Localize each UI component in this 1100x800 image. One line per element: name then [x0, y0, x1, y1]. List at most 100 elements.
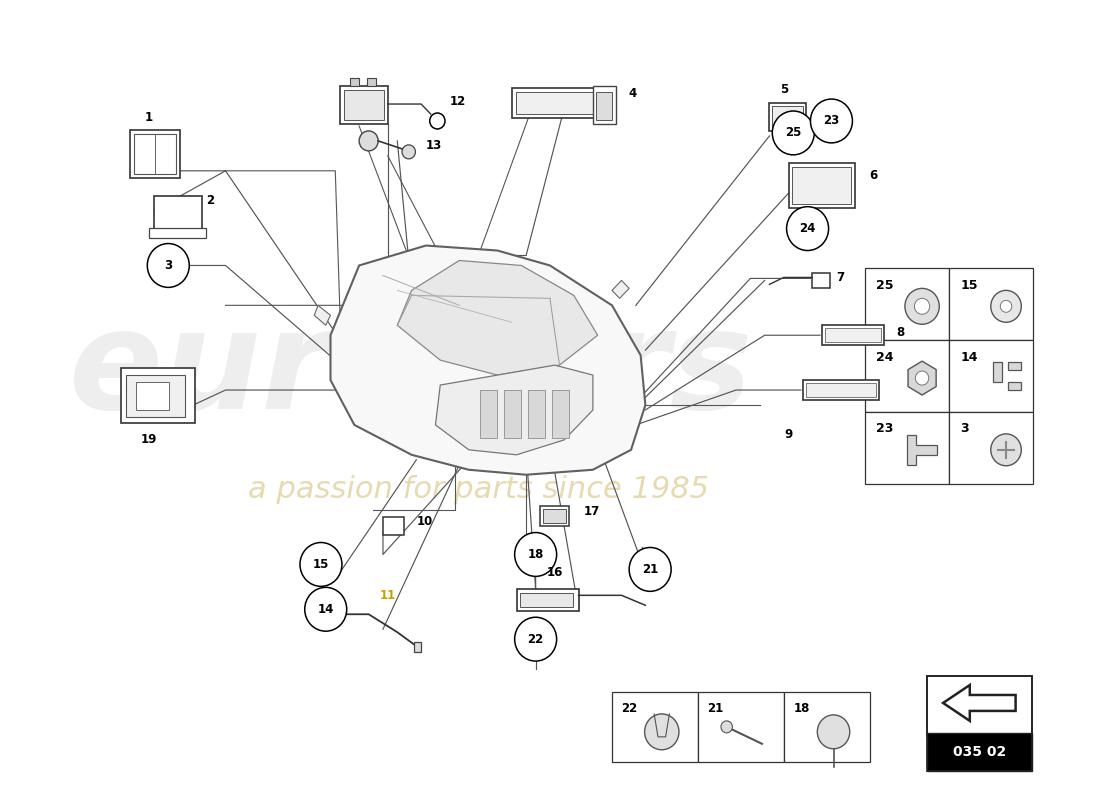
Bar — [825, 328, 881, 342]
Bar — [135, 382, 169, 410]
Bar — [803, 380, 879, 400]
Text: 5: 5 — [780, 83, 788, 96]
Text: 24: 24 — [877, 350, 894, 364]
Text: 18: 18 — [793, 702, 810, 715]
Bar — [414, 642, 421, 652]
Text: 6: 6 — [870, 170, 878, 182]
Circle shape — [300, 542, 342, 586]
Bar — [949, 412, 1033, 484]
Text: 035 02: 035 02 — [953, 745, 1007, 758]
Text: 22: 22 — [528, 633, 543, 646]
Text: 1: 1 — [145, 111, 153, 124]
Bar — [992, 362, 1002, 382]
Bar — [612, 692, 697, 762]
Circle shape — [811, 99, 852, 143]
Circle shape — [629, 547, 671, 591]
Circle shape — [359, 131, 378, 151]
Polygon shape — [481, 390, 497, 438]
Circle shape — [914, 298, 929, 314]
Text: a passion for parts since 1985: a passion for parts since 1985 — [248, 475, 708, 504]
Polygon shape — [612, 281, 629, 298]
Circle shape — [772, 111, 814, 155]
Bar — [517, 590, 579, 611]
Bar — [134, 134, 176, 174]
Bar — [865, 269, 949, 340]
Bar — [927, 676, 1032, 736]
Polygon shape — [504, 390, 521, 438]
Bar — [789, 163, 856, 208]
Circle shape — [515, 618, 557, 661]
Bar — [593, 86, 616, 124]
Bar — [520, 594, 573, 607]
Text: 10: 10 — [417, 515, 432, 528]
Text: 25: 25 — [785, 126, 802, 139]
Circle shape — [720, 721, 733, 733]
Bar — [126, 375, 186, 417]
Bar — [512, 88, 612, 118]
Text: 2: 2 — [207, 194, 215, 207]
Polygon shape — [552, 390, 569, 438]
Text: 7: 7 — [836, 271, 845, 284]
Text: 21: 21 — [642, 563, 658, 576]
Bar — [949, 269, 1033, 340]
Circle shape — [905, 288, 939, 324]
Circle shape — [147, 243, 189, 287]
Polygon shape — [436, 365, 593, 455]
Text: 13: 13 — [426, 139, 442, 152]
Text: 15: 15 — [960, 279, 978, 292]
Polygon shape — [906, 435, 937, 465]
Text: 16: 16 — [547, 566, 563, 579]
Bar — [769, 103, 805, 131]
Bar — [927, 733, 1032, 770]
Bar — [697, 692, 783, 762]
Circle shape — [645, 714, 679, 750]
Text: 14: 14 — [960, 350, 978, 364]
Bar — [865, 412, 949, 484]
Polygon shape — [330, 246, 646, 474]
Bar — [130, 130, 179, 178]
Bar — [822, 326, 884, 345]
Bar — [350, 78, 359, 86]
Bar — [1008, 382, 1021, 390]
Text: 15: 15 — [312, 558, 329, 571]
Bar — [813, 274, 829, 288]
Text: 17: 17 — [583, 505, 600, 518]
Bar — [949, 340, 1033, 412]
Circle shape — [403, 145, 416, 159]
Bar — [596, 92, 612, 120]
Bar — [383, 517, 404, 534]
Circle shape — [305, 587, 346, 631]
Bar — [516, 92, 608, 114]
Circle shape — [991, 434, 1021, 466]
Text: 14: 14 — [318, 602, 334, 616]
Text: 23: 23 — [877, 422, 893, 435]
Circle shape — [817, 715, 850, 749]
Text: 4: 4 — [628, 86, 637, 99]
Bar — [154, 196, 201, 230]
Text: 19: 19 — [141, 433, 157, 446]
Circle shape — [515, 533, 557, 576]
Polygon shape — [528, 390, 546, 438]
Polygon shape — [908, 361, 936, 395]
Polygon shape — [315, 306, 330, 326]
Text: 12: 12 — [450, 94, 466, 107]
Polygon shape — [943, 685, 1015, 721]
Text: 8: 8 — [896, 326, 904, 338]
Bar — [805, 383, 877, 397]
Bar — [150, 228, 207, 238]
Circle shape — [786, 206, 828, 250]
Bar — [772, 106, 803, 128]
Text: eurocars: eurocars — [69, 302, 754, 438]
Text: 18: 18 — [528, 548, 543, 561]
Bar — [792, 167, 851, 204]
Text: 3: 3 — [164, 259, 173, 272]
Text: 3: 3 — [960, 422, 969, 435]
Text: 25: 25 — [877, 279, 894, 292]
Text: 11: 11 — [379, 590, 396, 602]
Text: 24: 24 — [800, 222, 816, 235]
Text: 21: 21 — [707, 702, 724, 715]
Circle shape — [991, 290, 1021, 322]
Bar — [543, 509, 566, 522]
Bar — [366, 78, 376, 86]
Circle shape — [915, 371, 928, 385]
